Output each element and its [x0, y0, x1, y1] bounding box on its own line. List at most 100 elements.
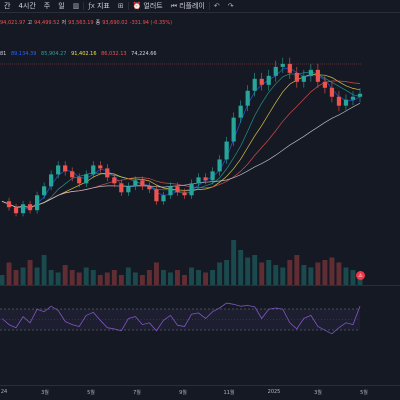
ma-value: 85,904.27	[41, 51, 67, 57]
layout-button[interactable]: ⊞	[114, 2, 128, 10]
event-badge[interactable]: ⚠	[356, 271, 365, 280]
ohlc-value: 94,021.97	[0, 20, 26, 26]
undo-icon: ↶	[213, 2, 220, 10]
moving-average-legend: 81 89,134.39 85,904.27 91,402.16 86,032.…	[0, 51, 160, 57]
candle-body	[161, 195, 166, 202]
candle-body	[147, 186, 152, 190]
replay-label: 리플레이	[179, 2, 205, 10]
interval-label: 간	[4, 2, 11, 10]
candle-body	[280, 63, 285, 67]
candle-body	[196, 177, 201, 184]
volume-bar	[153, 262, 159, 285]
volume-bar	[259, 262, 265, 285]
volume-bar	[217, 262, 223, 285]
candle-body	[91, 165, 96, 175]
redo-button[interactable]: ↷	[224, 2, 238, 10]
candle-body	[308, 69, 313, 76]
toolbar-separator	[208, 2, 210, 10]
candle-body	[287, 63, 292, 73]
candle-body	[133, 180, 138, 187]
time-axis-label: 7월	[133, 390, 141, 396]
volume-bar	[266, 260, 272, 285]
ohlc-prefix: 고	[27, 20, 33, 26]
interval-label: 주	[43, 2, 51, 10]
ohlc-value: 93,563.19	[68, 20, 94, 26]
volume-bar	[132, 272, 138, 285]
volume-bar	[20, 267, 26, 285]
candle-body	[343, 99, 349, 106]
undo-button[interactable]: ↶	[210, 2, 224, 10]
interval-button-1[interactable]: 간	[0, 1, 14, 11]
time-axis[interactable]: 24 3월 5월 7월 9월 11월 2025 3월 5월	[0, 386, 400, 400]
volume-bar	[343, 267, 349, 285]
volume-bar	[196, 270, 202, 285]
candle-body	[168, 186, 173, 196]
ohlc-value: 94,499.52	[34, 20, 60, 26]
volume-bar	[13, 270, 19, 285]
volume-bar	[301, 265, 307, 285]
ohlc-value: 93,690.02	[102, 20, 128, 26]
candle-body	[27, 204, 33, 211]
moving-average-line	[1, 80, 361, 208]
volume-bar	[252, 255, 258, 285]
alert-button[interactable]: ⏰ 얼러트	[129, 1, 167, 11]
volume-bar	[329, 257, 335, 285]
rsi-path	[1, 302, 361, 335]
volume-bar	[62, 265, 68, 285]
indicators-button[interactable]: ƒx 지표	[84, 1, 114, 11]
volume-bar	[182, 275, 187, 285]
candle-body	[350, 96, 356, 100]
volume-bar	[273, 265, 279, 285]
candle-body	[77, 177, 82, 184]
interval-button-4h[interactable]: 4시간	[14, 1, 39, 11]
time-axis-label: 3월	[41, 390, 49, 396]
candle-body	[315, 69, 320, 82]
volume-bar	[27, 260, 33, 285]
candle-body	[266, 75, 271, 85]
volume-bar	[336, 262, 342, 285]
ma-value: 81	[0, 51, 7, 57]
interval-button-week[interactable]: 주	[40, 1, 54, 11]
volume-bar	[168, 272, 173, 285]
alert-label: 얼러트	[143, 2, 163, 10]
time-axis-label: 9월	[179, 390, 187, 396]
time-axis-label: 2025	[267, 389, 281, 395]
volume-bar	[160, 270, 166, 285]
candle-body	[119, 183, 124, 193]
rsi-line	[1, 302, 361, 335]
candle-body	[70, 171, 75, 178]
ma-value: 89,134.39	[10, 51, 37, 57]
ma-value: 91,402.16	[71, 51, 97, 57]
replay-button[interactable]: ⏮ 리플레이	[167, 1, 209, 11]
candle-body	[63, 165, 68, 172]
indicators-icon: ƒx	[88, 2, 95, 10]
interval-button-day[interactable]: 일	[54, 1, 68, 11]
candle-body	[56, 165, 61, 175]
volume-bar	[146, 270, 152, 285]
indicators-label: 지표	[96, 2, 110, 10]
candle-body	[6, 201, 12, 208]
chart-type-button[interactable]: ▥	[69, 2, 84, 10]
grid-icon: ⊞	[117, 2, 124, 10]
ma-value: 74,224.66	[131, 51, 157, 57]
volume-bar	[90, 270, 96, 285]
volume-bar	[189, 267, 194, 285]
volume-bar	[76, 272, 82, 285]
volume-bar	[69, 270, 75, 285]
volume-bar	[315, 262, 321, 285]
candle-body	[259, 78, 264, 85]
moving-average-line	[1, 67, 361, 210]
volume-bar	[118, 275, 124, 285]
candle-body	[336, 96, 342, 106]
moving-average-line	[1, 71, 361, 208]
candle-body	[301, 75, 306, 82]
volume-bar	[238, 250, 244, 285]
volume-bar	[175, 270, 180, 285]
warning-icon: ⚠	[358, 272, 363, 279]
moving-averages	[1, 67, 361, 210]
redo-icon: ↷	[227, 2, 234, 10]
alarm-icon: ⏰	[132, 2, 142, 10]
volume-bar	[34, 267, 40, 285]
interval-label: 4시간	[18, 2, 36, 10]
